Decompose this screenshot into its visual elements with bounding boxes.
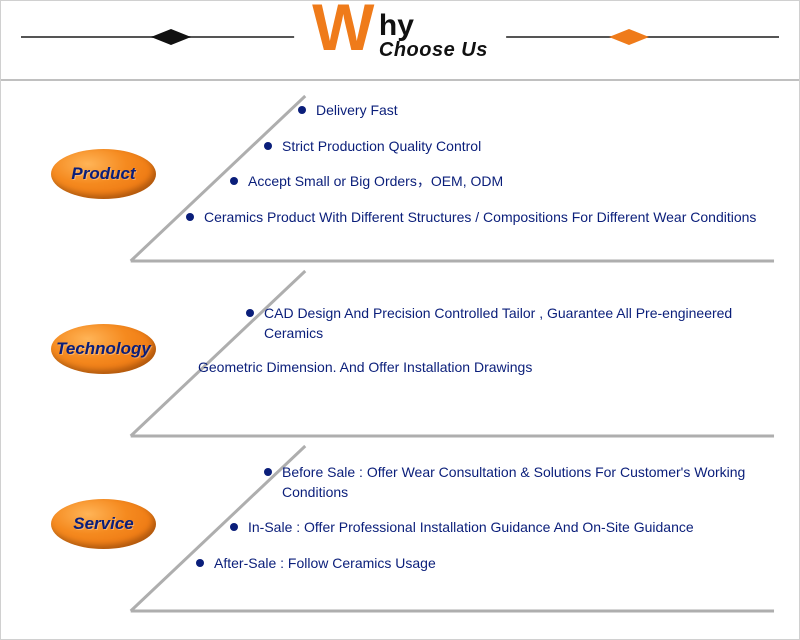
bullet-icon [230,177,238,185]
item-text: In-Sale : Offer Professional Installatio… [248,518,774,538]
item-text: Accept Small or Big Orders，OEM, ODM [248,172,774,192]
bullet-icon [246,309,254,317]
section-service: Service Before Sale : Offer Wear Consult… [16,441,784,616]
bullet-icon [230,523,238,531]
section-technology: Technology CAD Design And Precision Cont… [16,266,784,441]
diamond-left-icon [151,29,191,45]
bullet-icon [264,468,272,476]
list-item: Ceramics Product With Different Structur… [186,208,774,228]
item-text: Ceramics Product With Different Structur… [204,208,774,228]
diamond-right-icon [609,29,649,45]
list-item: Before Sale : Offer Wear Consultation & … [264,463,774,502]
section-product: Product Delivery Fast Strict Production … [16,91,784,266]
list-item: In-Sale : Offer Professional Installatio… [230,518,774,538]
list-item: Delivery Fast [298,101,774,121]
badge-label: Technology [56,339,151,359]
item-continuation: Geometric Dimension. And Offer Installat… [198,359,774,375]
header: W hy Choose Us [1,1,799,81]
logo-subtitle: Choose Us [379,39,488,62]
bullet-icon [298,106,306,114]
logo: W hy Choose Us [294,1,506,62]
item-text: Before Sale : Offer Wear Consultation & … [282,463,774,502]
bullet-icon [264,142,272,150]
sections-container: Product Delivery Fast Strict Production … [1,81,799,616]
bullet-icon [186,213,194,221]
items-product: Delivery Fast Strict Production Quality … [166,101,774,243]
item-text: Delivery Fast [316,101,774,121]
badge-service: Service [51,499,156,549]
items-service: Before Sale : Offer Wear Consultation & … [166,463,774,589]
badge-product: Product [51,149,156,199]
list-item: CAD Design And Precision Controlled Tail… [246,304,774,343]
badge-technology: Technology [51,324,156,374]
items-technology: CAD Design And Precision Controlled Tail… [166,304,774,375]
list-item: After-Sale : Follow Ceramics Usage [196,554,774,574]
list-item: Strict Production Quality Control [264,137,774,157]
bullet-icon [196,559,204,567]
logo-w: W [312,1,372,54]
badge-label: Service [73,514,134,534]
item-text: After-Sale : Follow Ceramics Usage [214,554,774,574]
list-item: Accept Small or Big Orders，OEM, ODM [230,172,774,192]
logo-text: hy Choose Us [379,11,488,62]
logo-hy: hy [379,11,488,41]
item-text: Strict Production Quality Control [282,137,774,157]
badge-label: Product [71,164,135,184]
item-text: CAD Design And Precision Controlled Tail… [264,304,774,343]
